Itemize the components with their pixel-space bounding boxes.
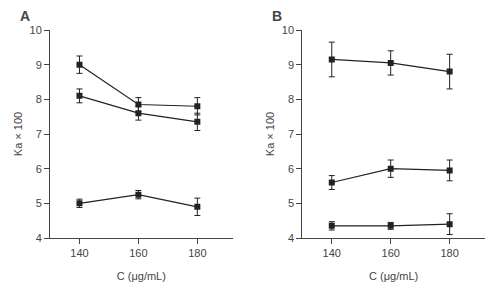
svg-text:8: 8 — [288, 93, 294, 105]
svg-text:10: 10 — [282, 24, 294, 36]
svg-text:C (μg/mL): C (μg/mL) — [369, 270, 418, 282]
svg-text:6: 6 — [288, 163, 294, 175]
svg-text:160: 160 — [129, 247, 147, 259]
svg-text:5: 5 — [36, 197, 42, 209]
svg-text:140: 140 — [70, 247, 88, 259]
svg-text:4: 4 — [288, 232, 294, 244]
svg-text:7: 7 — [288, 128, 294, 140]
svg-text:140: 140 — [323, 247, 341, 259]
svg-text:9: 9 — [36, 59, 42, 71]
svg-text:Ka × 100: Ka × 100 — [12, 112, 24, 156]
svg-text:6: 6 — [36, 163, 42, 175]
svg-text:160: 160 — [382, 247, 400, 259]
svg-text:180: 180 — [440, 247, 458, 259]
svg-text:4: 4 — [36, 232, 42, 244]
svg-text:9: 9 — [288, 59, 294, 71]
svg-text:10: 10 — [30, 24, 42, 36]
svg-text:B: B — [272, 8, 282, 24]
svg-text:5: 5 — [288, 197, 294, 209]
svg-text:180: 180 — [188, 247, 206, 259]
svg-text:8: 8 — [36, 93, 42, 105]
svg-text:7: 7 — [36, 128, 42, 140]
svg-text:C (μg/mL): C (μg/mL) — [117, 270, 166, 282]
svg-text:Ka × 100: Ka × 100 — [264, 112, 276, 156]
svg-text:A: A — [20, 8, 30, 24]
